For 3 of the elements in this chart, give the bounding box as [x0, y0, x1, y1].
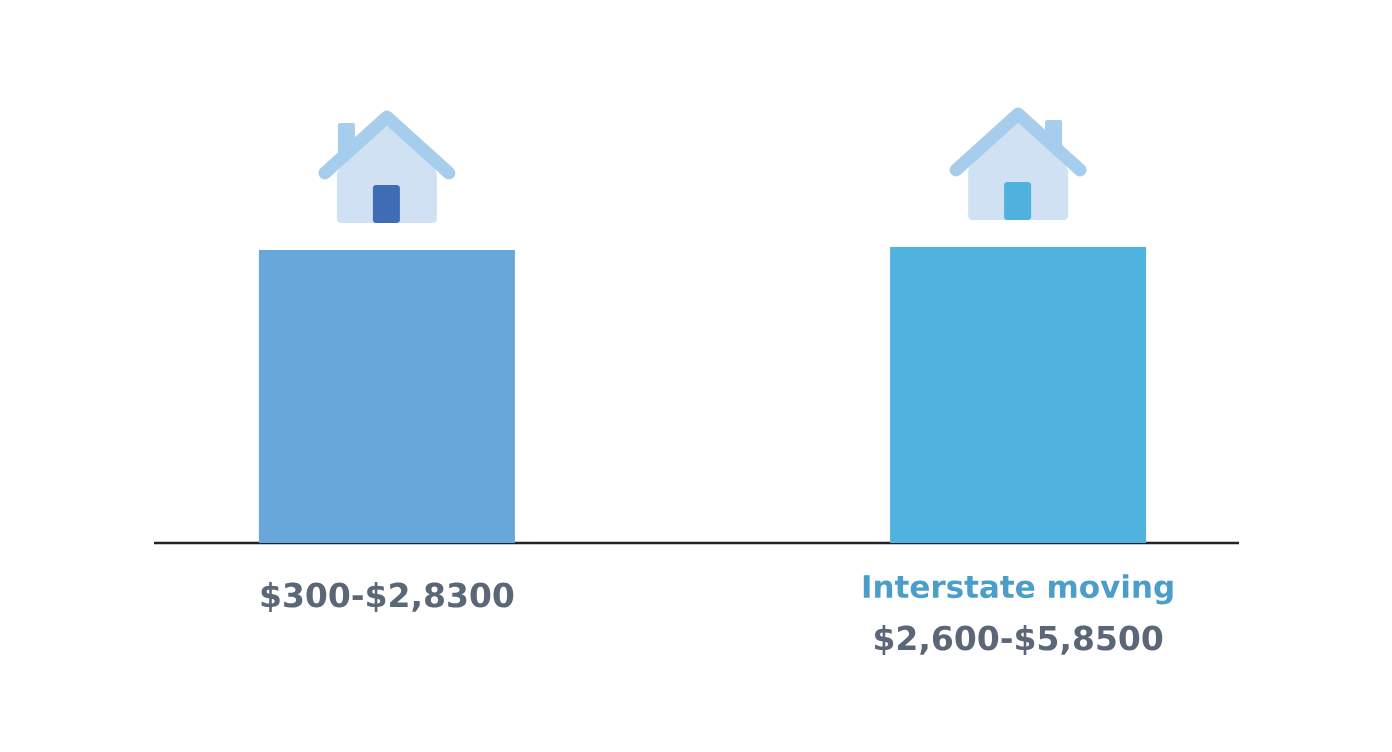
- text: $2,600-$5,8500: [875, 625, 1163, 655]
- x-tick-label: Interstate moving: [863, 574, 1173, 605]
- text: $300-$2,8300: [261, 582, 514, 612]
